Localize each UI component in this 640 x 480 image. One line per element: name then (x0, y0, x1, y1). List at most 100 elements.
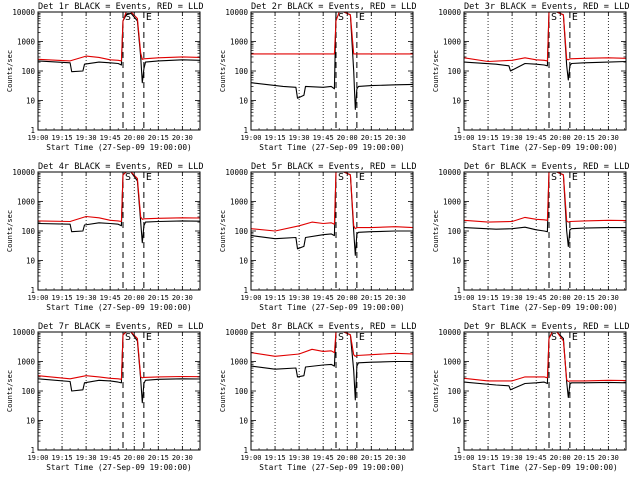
y-tick-label: 10000 (438, 8, 461, 17)
x-tick-label: 19:00 (27, 134, 48, 142)
series-lld-line (250, 171, 414, 232)
y-tick-label: 1000 (17, 358, 36, 367)
plot-frame (37, 331, 201, 451)
y-tick-label: 100 (234, 387, 248, 396)
x-axis-label: Start Time (27-Sep-09 19:00:00) (259, 303, 405, 312)
y-axis-label: Counts/sec (6, 50, 14, 92)
x-tick-label: 19:45 (100, 134, 121, 142)
x-tick-label: 19:00 (453, 294, 474, 302)
y-tick-label: 10 (239, 257, 249, 266)
x-tick-label: 20:30 (598, 134, 619, 142)
x-axis-label: Start Time (27-Sep-09 19:00:00) (472, 143, 618, 152)
y-tick-label: 100 (447, 227, 461, 236)
x-tick-label: 20:00 (337, 294, 358, 302)
plot-frame (250, 331, 414, 451)
y-tick-label: 10000 (12, 328, 35, 337)
y-tick-label: 100 (21, 387, 35, 396)
y-tick-label: 10 (26, 257, 36, 266)
x-tick-label: 19:45 (100, 454, 121, 462)
x-tick-label: 19:45 (526, 454, 547, 462)
x-tick-label: 20:30 (598, 454, 619, 462)
x-axis-label: Start Time (27-Sep-09 19:00:00) (46, 143, 192, 152)
x-tick-label: 19:30 (502, 454, 523, 462)
marker-label-e: E (572, 12, 578, 23)
panel-title: Det 3r BLACK = Events, RED = LLD (464, 2, 630, 12)
x-tick-label: 20:30 (172, 294, 193, 302)
y-tick-label: 10 (239, 97, 249, 106)
y-tick-label: 10000 (12, 8, 35, 17)
x-tick-label: 19:30 (76, 294, 97, 302)
marker-label-s: S (338, 332, 344, 343)
x-tick-label: 20:15 (361, 454, 382, 462)
marker-label-e: E (146, 12, 152, 23)
y-tick-label: 100 (447, 387, 461, 396)
y-tick-label: 10000 (225, 8, 248, 17)
x-tick-label: 20:15 (148, 294, 169, 302)
plot-frame (463, 11, 627, 131)
y-tick-label: 10000 (438, 328, 461, 337)
y-tick-label: 1000 (17, 38, 36, 47)
x-tick-label: 20:30 (385, 294, 406, 302)
y-tick-label: 1 (30, 286, 35, 295)
y-tick-label: 10 (452, 417, 462, 426)
y-tick-label: 1000 (443, 198, 462, 207)
panel-title: Det 5r BLACK = Events, RED = LLD (251, 162, 417, 172)
y-tick-label: 1000 (230, 358, 249, 367)
marker-label-s: S (125, 172, 131, 183)
plot-frame (250, 11, 414, 131)
y-tick-label: 100 (234, 67, 248, 76)
x-tick-label: 20:30 (172, 134, 193, 142)
x-tick-label: 20:30 (385, 134, 406, 142)
x-tick-label: 19:00 (240, 294, 261, 302)
y-axis-label: Counts/sec (219, 210, 227, 252)
x-tick-label: 19:45 (313, 134, 334, 142)
x-tick-label: 20:00 (550, 294, 571, 302)
y-tick-label: 1000 (230, 198, 249, 207)
panel-title: Det 6r BLACK = Events, RED = LLD (464, 162, 630, 172)
y-tick-label: 1 (456, 286, 461, 295)
series-lld-line (37, 331, 201, 380)
marker-label-s: S (551, 172, 557, 183)
x-tick-label: 19:00 (27, 294, 48, 302)
panel-title: Det 2r BLACK = Events, RED = LLD (251, 2, 417, 12)
x-tick-label: 19:30 (76, 134, 97, 142)
y-tick-label: 1000 (443, 38, 462, 47)
x-tick-label: 19:15 (52, 134, 73, 142)
x-tick-label: 19:30 (502, 134, 523, 142)
x-tick-label: 19:45 (526, 134, 547, 142)
x-tick-label: 20:15 (574, 454, 595, 462)
y-tick-label: 100 (447, 67, 461, 76)
x-axis-label: Start Time (27-Sep-09 19:00:00) (472, 463, 618, 472)
y-tick-label: 100 (234, 227, 248, 236)
y-axis-label: Counts/sec (219, 370, 227, 412)
x-tick-label: 19:30 (289, 454, 310, 462)
marker-label-s: S (338, 172, 344, 183)
y-axis-label: Counts/sec (6, 210, 14, 252)
marker-label-s: S (125, 12, 131, 23)
x-tick-label: 19:15 (265, 454, 286, 462)
y-axis-label: Counts/sec (6, 370, 14, 412)
x-tick-label: 20:00 (550, 454, 571, 462)
x-tick-label: 19:45 (313, 294, 334, 302)
y-tick-label: 1 (30, 446, 35, 455)
x-tick-label: 20:00 (124, 134, 145, 142)
x-tick-label: 20:15 (574, 294, 595, 302)
x-tick-label: 19:15 (265, 134, 286, 142)
x-tick-label: 19:30 (289, 134, 310, 142)
x-tick-label: 19:30 (289, 294, 310, 302)
y-tick-label: 10000 (225, 328, 248, 337)
y-tick-label: 100 (21, 227, 35, 236)
y-tick-label: 10 (26, 417, 36, 426)
y-tick-label: 1 (456, 446, 461, 455)
y-tick-label: 10000 (225, 168, 248, 177)
x-axis-label: Start Time (27-Sep-09 19:00:00) (46, 463, 192, 472)
y-tick-label: 10000 (12, 168, 35, 177)
marker-label-e: E (146, 332, 152, 343)
x-tick-label: 20:15 (361, 294, 382, 302)
x-tick-label: 19:15 (478, 134, 499, 142)
y-axis-label: Counts/sec (432, 50, 440, 92)
